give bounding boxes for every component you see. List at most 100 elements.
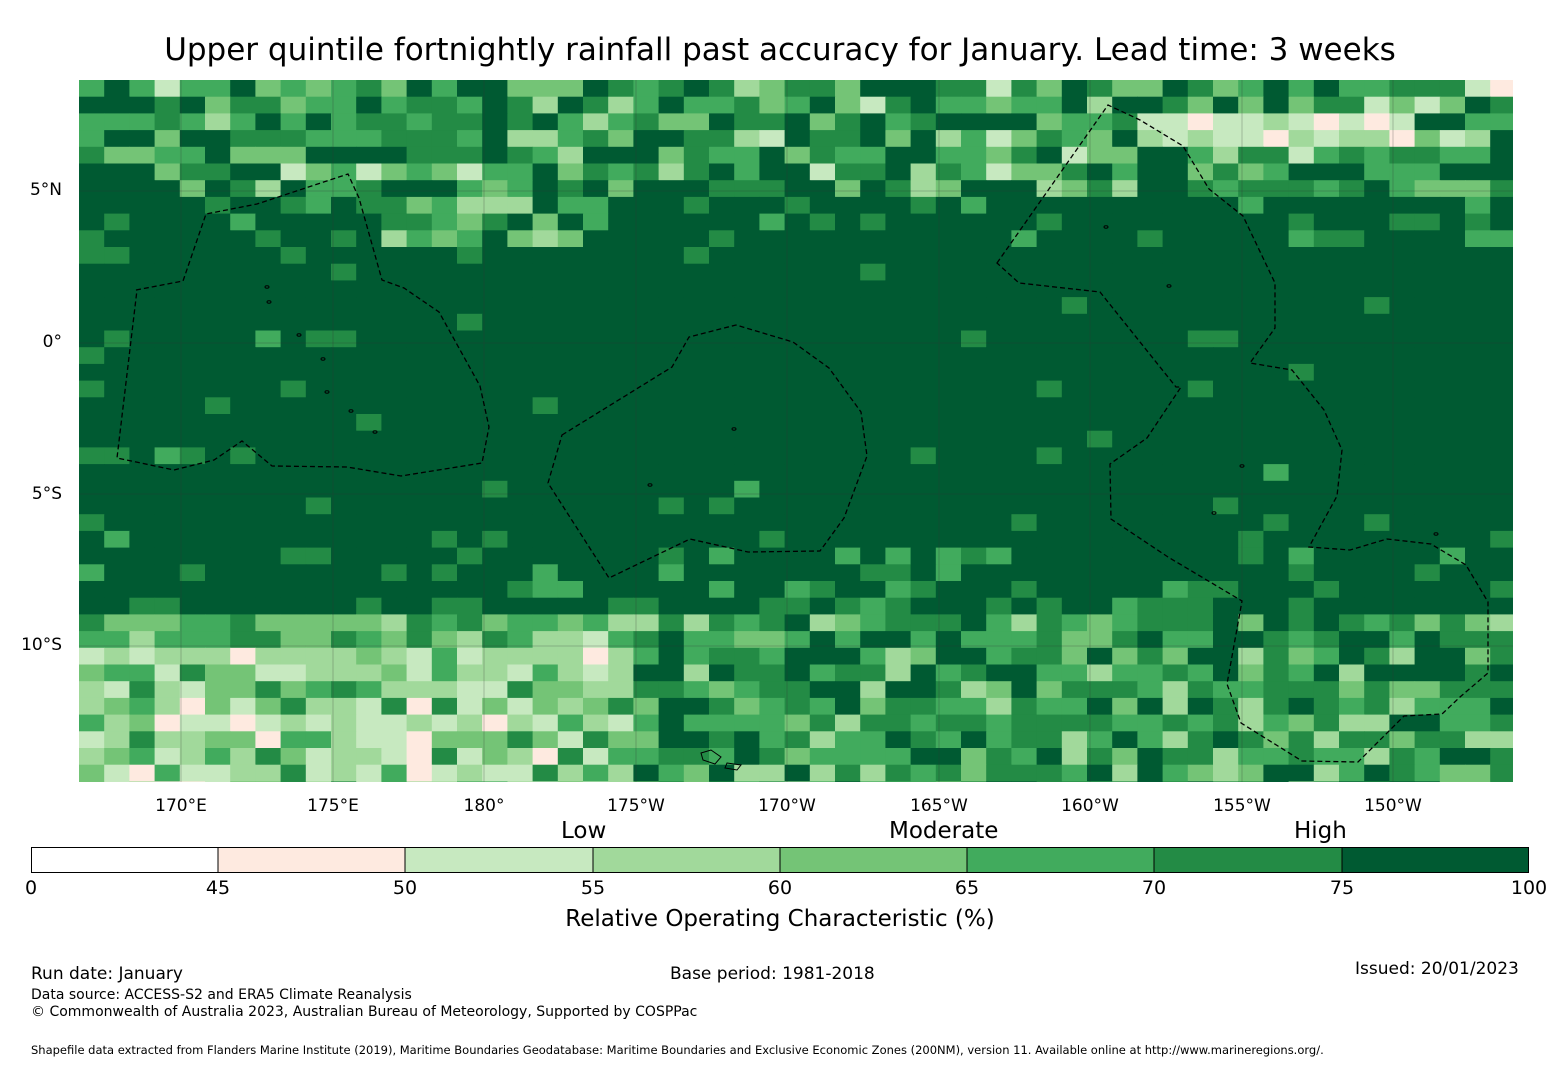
grid-cell <box>457 748 483 766</box>
grid-cell <box>532 247 559 265</box>
grid-cell <box>734 347 760 365</box>
eez-boundary-kiribati-west <box>116 173 490 477</box>
grid-cell <box>482 781 508 782</box>
grid-cell <box>255 397 282 415</box>
grid-cell <box>1313 80 1340 98</box>
grid-cell <box>1213 80 1239 98</box>
grid-cell <box>835 80 861 98</box>
grid-cell <box>734 414 760 432</box>
grid-cell <box>759 347 786 365</box>
grid-cell <box>205 530 231 549</box>
grid-cell <box>961 631 987 649</box>
grid-cell <box>759 731 786 749</box>
grid-cell <box>1213 230 1239 248</box>
grid-cell <box>1490 380 1513 398</box>
grid-cell <box>1364 130 1390 148</box>
grid-cell <box>104 464 130 482</box>
grid-cell <box>104 380 130 398</box>
grid-cell <box>381 647 408 665</box>
grid-cell <box>532 380 559 398</box>
grid-cell <box>1087 414 1113 432</box>
grid-cell <box>809 180 836 198</box>
grid-cell <box>1112 581 1138 599</box>
grid-cell <box>1036 196 1063 215</box>
grid-cell <box>910 130 937 148</box>
grid-cell <box>179 397 206 415</box>
lon-label-175e: 175°E <box>307 796 359 816</box>
grid-cell <box>885 547 912 565</box>
grid-cell <box>331 380 357 398</box>
grid-cell <box>179 247 206 265</box>
grid-cell <box>910 213 937 231</box>
grid-cell <box>1288 781 1315 782</box>
grid-cell <box>1439 530 1466 549</box>
eez-boundary-kiribati-east <box>996 104 1489 763</box>
grid-cell <box>1414 80 1441 98</box>
grid-cell <box>835 564 861 582</box>
grid-cell <box>205 547 231 565</box>
grid-cell <box>431 564 458 582</box>
grid-cell <box>557 430 584 448</box>
grid-cell <box>734 96 760 114</box>
grid-cell <box>331 96 357 114</box>
grid-cell <box>784 213 811 231</box>
grid-cell <box>835 180 861 198</box>
grid-cell <box>1187 280 1214 298</box>
grid-cell <box>809 614 836 632</box>
grid-cell <box>79 681 105 699</box>
grid-cell <box>1213 681 1239 699</box>
grid-cell <box>356 631 382 649</box>
grid-cell <box>129 497 156 515</box>
grid-cell <box>1263 280 1290 298</box>
grid-cell <box>1162 380 1189 398</box>
grid-cell <box>1061 447 1088 465</box>
grid-cell <box>633 113 660 131</box>
grid-cell <box>709 163 735 181</box>
grid-cell <box>129 581 156 599</box>
grid-cell <box>1162 697 1189 716</box>
grid-cell <box>406 80 433 98</box>
grid-cell <box>1061 681 1088 699</box>
grid-cell <box>280 380 307 398</box>
grid-cell <box>255 414 282 432</box>
grid-cell <box>1263 681 1290 699</box>
grid-cell <box>1439 714 1466 732</box>
grid-cell <box>910 163 937 181</box>
grid-cell <box>1137 180 1164 198</box>
grid-cell <box>507 430 534 448</box>
grid-cell <box>457 714 483 732</box>
grid-cell <box>935 397 962 415</box>
grid-cell <box>759 313 786 331</box>
grid-cell <box>482 681 508 699</box>
grid-cell <box>482 397 508 415</box>
grid-cell <box>784 397 811 415</box>
grid-cell <box>961 497 987 515</box>
grid-cell <box>154 180 181 198</box>
grid-cell <box>532 514 559 532</box>
grid-cell <box>1389 313 1416 331</box>
grid-cell <box>1087 497 1113 515</box>
grid-cell <box>1263 196 1290 215</box>
grid-cell <box>457 397 483 415</box>
grid-cell <box>457 313 483 331</box>
grid-cell <box>406 647 433 665</box>
grid-cell <box>658 697 685 716</box>
grid-cell <box>205 380 231 398</box>
grid-cell <box>104 614 130 632</box>
grid-cell <box>406 213 433 231</box>
grid-cell <box>1339 146 1365 164</box>
grid-cell <box>1087 297 1113 315</box>
grid-cell <box>482 631 508 649</box>
grid-cell <box>986 430 1012 448</box>
grid-cell <box>608 430 634 448</box>
grid-cell <box>1061 430 1088 448</box>
grid-cell <box>356 180 382 198</box>
grid-cell <box>532 480 559 498</box>
grid-cell <box>784 430 811 448</box>
grid-cell <box>1187 263 1214 281</box>
grid-cell <box>381 230 408 248</box>
grid-cell <box>1036 497 1063 515</box>
grid-cell <box>230 180 256 198</box>
grid-cell <box>406 631 433 649</box>
grid-cell <box>935 714 962 732</box>
